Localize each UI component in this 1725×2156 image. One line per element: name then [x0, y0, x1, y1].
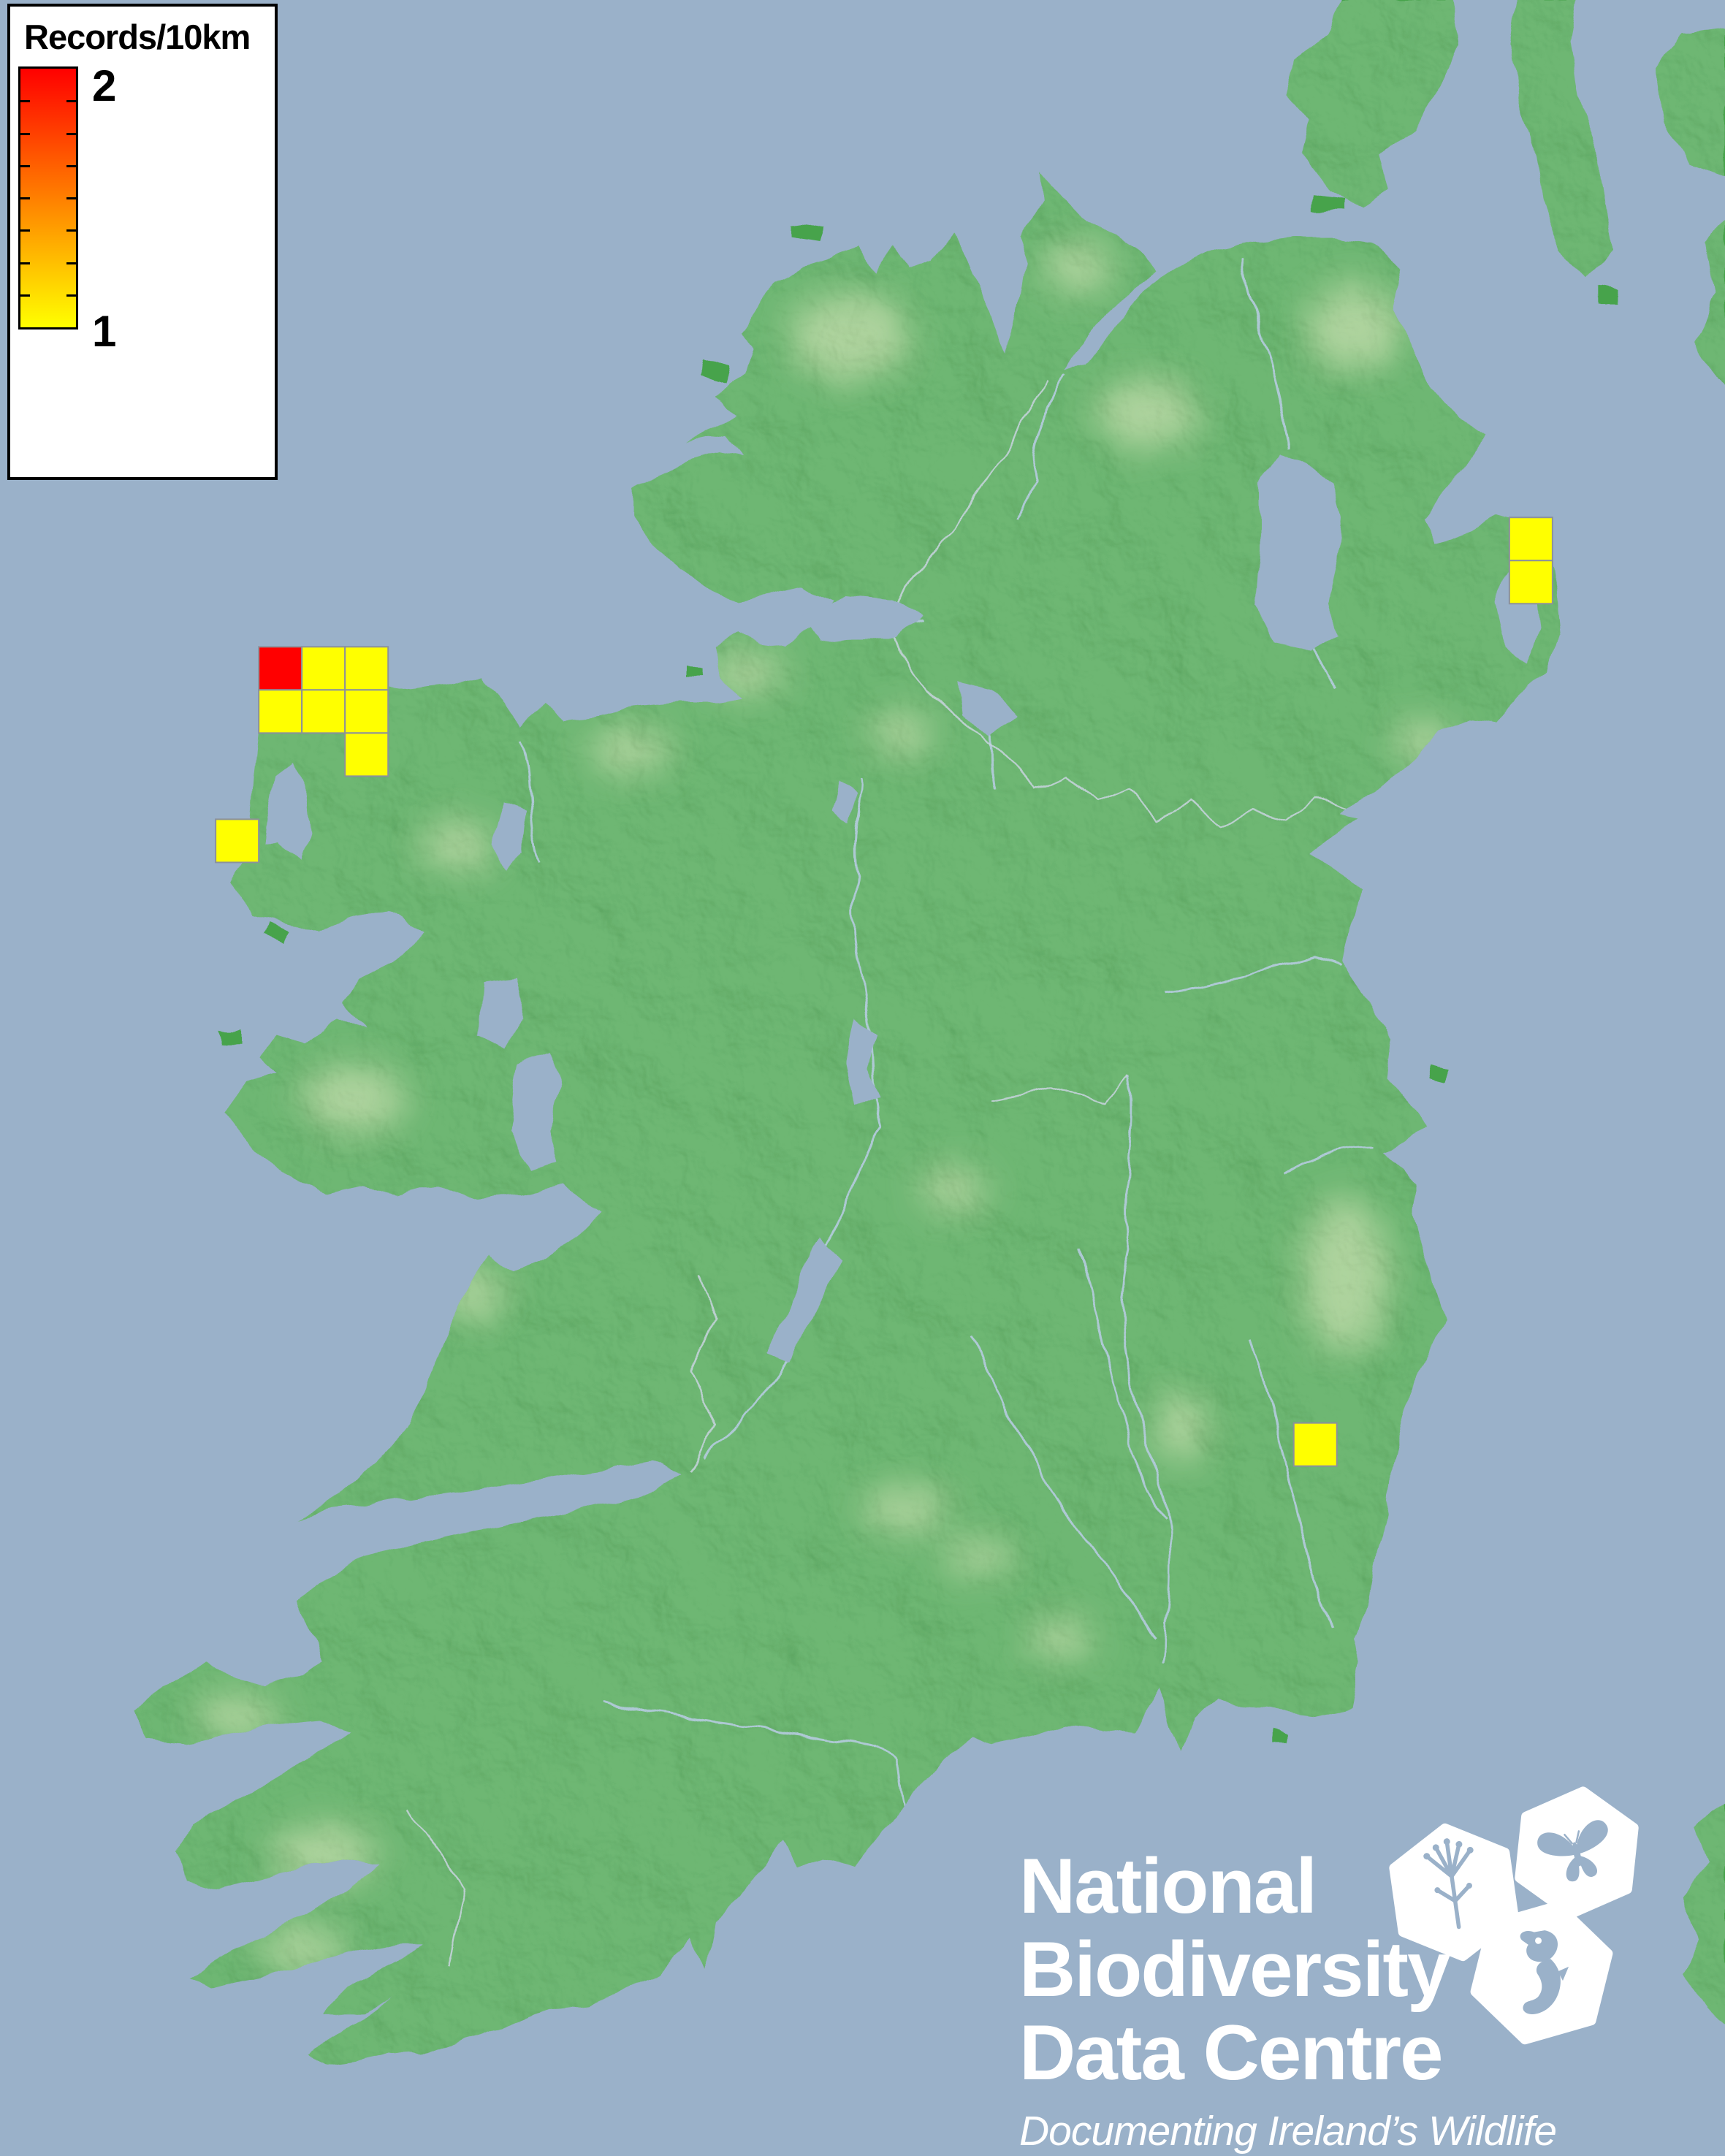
- nbdc-logo: National Biodiversity Data Centre Docume…: [1019, 1842, 1557, 2155]
- legend-tick: [20, 165, 30, 167]
- tree-sprig-icon: [1423, 1838, 1474, 1930]
- legend-tick: [66, 262, 76, 264]
- legend-tick: [20, 133, 30, 135]
- legend-tick: [20, 294, 30, 297]
- legend-tick: [20, 229, 30, 232]
- logo-line-2: Biodiversity: [1019, 1925, 1450, 2013]
- legend-tick: [66, 197, 76, 199]
- record-square: [301, 689, 346, 734]
- legend-max-label: 2: [92, 61, 117, 110]
- legend-tick: [66, 165, 76, 167]
- record-squares-layer: [215, 517, 1553, 1467]
- record-square: [215, 818, 260, 864]
- butterfly-icon: [1537, 1820, 1608, 1882]
- legend-tick: [20, 197, 30, 199]
- lakes: [479, 452, 1540, 1363]
- record-square: [344, 689, 389, 734]
- seahorse-icon: [1520, 1930, 1569, 2014]
- legend-tick: [20, 100, 30, 102]
- record-square: [258, 689, 303, 734]
- record-square: [1508, 517, 1553, 562]
- legend-tick: [66, 100, 76, 102]
- record-square: [344, 732, 389, 777]
- legend-tick: [66, 133, 76, 135]
- logo-line-1: National: [1019, 1842, 1317, 1930]
- record-square: [301, 646, 346, 691]
- legend-gradient-bar: [18, 66, 78, 330]
- legend-min-label: 1: [92, 307, 117, 356]
- record-square: [258, 646, 303, 691]
- county-boundaries: [408, 378, 1355, 1967]
- nbdc-logo-hexagons: [1389, 1786, 1639, 2045]
- record-square: [1508, 560, 1553, 605]
- logo-line-3: Data Centre: [1019, 2008, 1444, 2096]
- record-square: [1292, 1422, 1338, 1467]
- legend-tick: [20, 262, 30, 264]
- lough-neagh: [1254, 452, 1341, 652]
- legend-tick: [66, 294, 76, 297]
- record-square: [344, 646, 389, 691]
- logo-tagline: Documenting Ireland’s Wildlife: [1019, 2108, 1557, 2155]
- legend-title: Records/10km: [24, 18, 251, 56]
- legend-panel: Records/10km 2 1: [7, 4, 278, 480]
- legend-tick: [66, 229, 76, 232]
